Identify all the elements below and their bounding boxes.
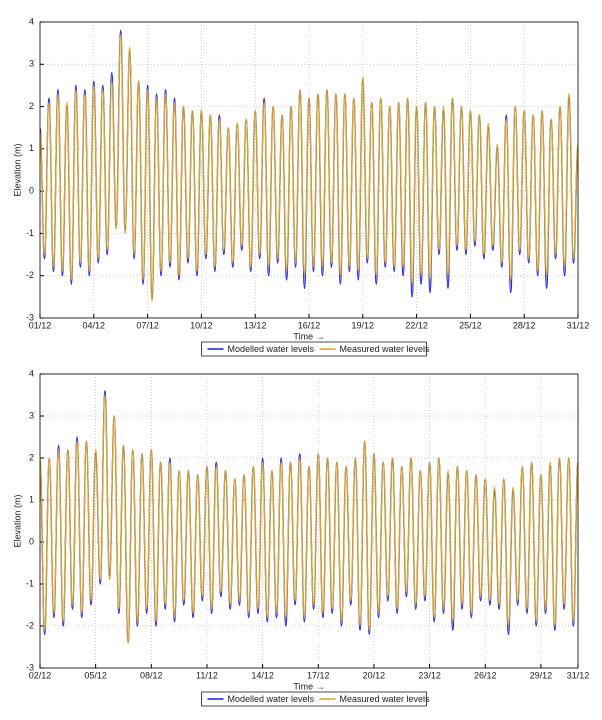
x-tick-label: 10/12 bbox=[190, 320, 213, 330]
y-tick-label: 2 bbox=[29, 452, 34, 462]
y-tick-label: 3 bbox=[29, 410, 34, 420]
y-axis-label: Elevation (m) bbox=[12, 494, 22, 547]
x-tick-label: 29/12 bbox=[530, 670, 553, 680]
y-tick-label: 0 bbox=[29, 536, 34, 546]
legend-box bbox=[201, 341, 427, 357]
x-tick-label: 02/12 bbox=[29, 670, 52, 680]
y-tick-label: 0 bbox=[29, 186, 34, 196]
x-tick-label: 01/12 bbox=[29, 320, 52, 330]
x-tick-label: 11/12 bbox=[196, 670, 218, 680]
y-tick-label: -2 bbox=[26, 270, 34, 280]
y-tick-label: -3 bbox=[26, 312, 34, 322]
y-axis-label: Elevation (m) bbox=[12, 143, 22, 196]
y-tick-label: 4 bbox=[29, 16, 34, 26]
x-tick-label: 31/12 bbox=[567, 320, 590, 330]
x-axis-label: Time → bbox=[293, 681, 324, 691]
x-tick-label: 14/12 bbox=[251, 670, 274, 680]
plot-area bbox=[40, 374, 578, 668]
legend-box bbox=[201, 691, 427, 707]
x-tick-label: 17/12 bbox=[307, 670, 330, 680]
legend-label: Measured water levels bbox=[340, 694, 431, 704]
y-tick-label: -3 bbox=[26, 662, 34, 672]
series-line bbox=[39, 394, 579, 644]
x-tick-label: 23/12 bbox=[418, 670, 441, 680]
x-tick-label: 04/12 bbox=[83, 320, 106, 330]
x-tick-label: 25/12 bbox=[459, 320, 482, 330]
y-tick-label: 4 bbox=[29, 368, 34, 378]
x-tick-label: 05/12 bbox=[84, 670, 107, 680]
legend-label: Modelled water levels bbox=[228, 694, 315, 704]
x-tick-label: 16/12 bbox=[298, 320, 321, 330]
x-tick-label: 13/12 bbox=[244, 320, 267, 330]
x-tick-label: 19/12 bbox=[352, 320, 375, 330]
axes-box bbox=[39, 373, 579, 669]
x-tick-label: 26/12 bbox=[474, 670, 497, 680]
y-tick-label: 2 bbox=[29, 101, 34, 111]
x-tick-label: 22/12 bbox=[405, 320, 428, 330]
x-tick-label: 08/12 bbox=[140, 670, 163, 680]
series-line bbox=[39, 34, 579, 302]
axes-box bbox=[39, 21, 579, 319]
x-tick-label: 28/12 bbox=[513, 320, 536, 330]
x-axis-label: Time → bbox=[293, 331, 324, 341]
legend-label: Measured water levels bbox=[340, 344, 431, 354]
x-tick-label: 20/12 bbox=[363, 670, 386, 680]
x-tick-label: 07/12 bbox=[136, 320, 159, 330]
legend-label: Modelled water levels bbox=[228, 344, 315, 354]
y-tick-label: 3 bbox=[29, 59, 34, 69]
y-tick-label: -1 bbox=[26, 578, 34, 588]
y-tick-label: 1 bbox=[29, 143, 34, 153]
x-tick-label: 31/12 bbox=[567, 670, 590, 680]
y-tick-label: -1 bbox=[26, 228, 34, 238]
y-tick-label: -2 bbox=[26, 620, 34, 630]
y-tick-label: 1 bbox=[29, 494, 34, 504]
